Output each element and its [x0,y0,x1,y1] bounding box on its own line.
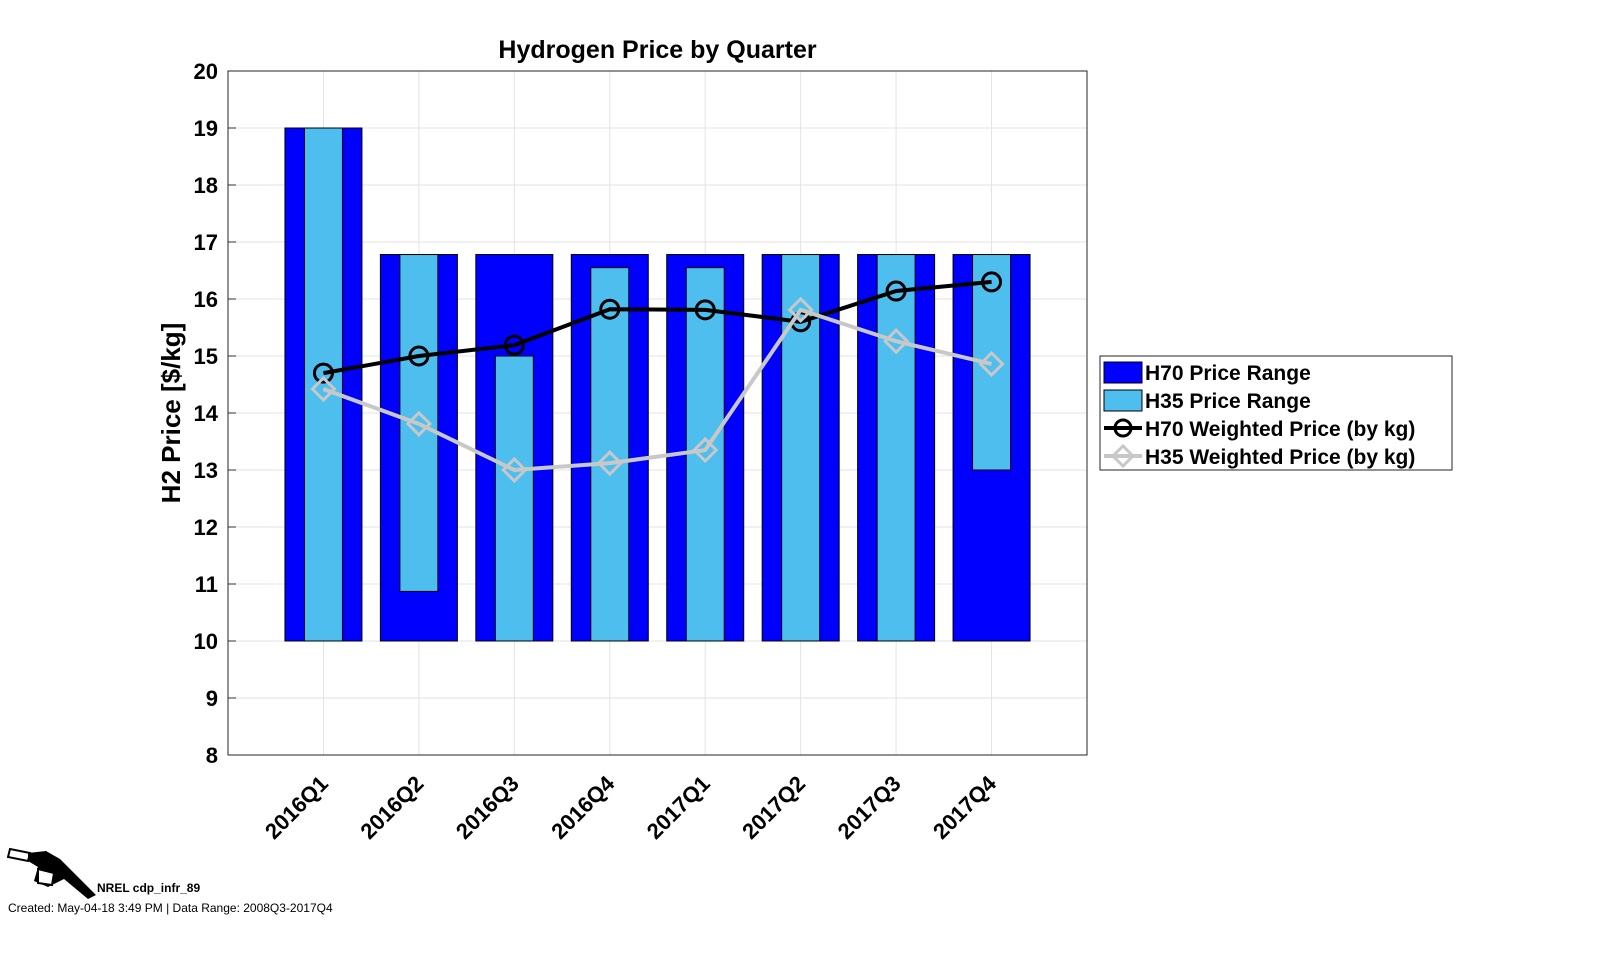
h70-weighted-line [323,279,992,376]
y-tick-label: 17 [194,230,218,255]
legend-swatch [1103,361,1143,384]
x-tick-label: 2016Q3 [451,771,524,844]
y-tick-label: 13 [194,458,218,483]
x-tick-label: 2016Q1 [260,771,333,844]
y-tick-label: 8 [206,743,218,768]
h70-weighted-point [408,345,430,367]
h35-range-bar [494,355,534,642]
x-tick-label: 2017Q4 [928,770,1002,844]
y-axis-label: H2 Price [$/kg] [156,323,186,504]
legend-label: H35 Weighted Price (by kg) [1145,446,1415,469]
x-tick-label: 2016Q4 [546,770,620,844]
h35-weighted-point [310,375,337,403]
x-tick-label: 2017Q1 [642,771,715,844]
fuel-nozzle-logo [6,847,96,899]
legend-label: H70 Weighted Price (by kg) [1145,418,1415,441]
h35-weighted-point [596,450,623,477]
y-tick-label: 20 [194,59,218,84]
y-tick-label: 11 [195,572,218,597]
legend-label: H70 Price Range [1145,362,1311,385]
h35-weighted-point [405,410,433,437]
plot-frame [227,70,1088,756]
h70-weighted-point [885,280,907,302]
h35-weighted-point [882,328,910,355]
h35-range-bar [876,254,916,642]
h70-weighted-point [981,271,1003,293]
h35-range-bar [685,267,725,642]
legend-swatch [1103,389,1143,412]
legend-label: H35 Price Range [1145,390,1311,413]
x-tick-label: 2017Q2 [737,771,810,844]
legend-marker-diamond [1110,443,1136,469]
h70-weighted-point [312,362,334,384]
h70-weighted-point [503,334,525,356]
h70-weighted-point [599,298,621,320]
chart-title: Hydrogen Price by Quarter [498,36,816,64]
y-tick-label: 18 [194,173,218,198]
h35-weighted-point [692,436,719,464]
footer-id: NREL cdp_infr_89 [97,881,201,895]
h35-weighted-point [978,350,1005,378]
h35-range-bar [303,127,343,642]
footer-created: Created: May-04-18 3:49 PM | Data Range:… [8,901,333,915]
legend-marker-circle [1113,418,1133,438]
legend [1099,355,1453,471]
y-tick-label: 19 [194,116,218,141]
h35-weighted-point [787,296,814,323]
h35-range-bar [590,267,630,642]
y-tick-label: 10 [194,629,218,654]
h35-weighted-line [322,307,993,473]
h70-weighted-point [694,299,716,321]
y-tick-label: 9 [206,686,218,711]
x-tick-label: 2016Q2 [355,771,428,844]
y-tick-label: 14 [194,401,219,426]
y-tick-label: 15 [194,344,218,369]
h35-weighted-point [501,456,528,484]
y-tick-label: 16 [194,287,218,312]
x-tick-label: 2017Q3 [833,771,906,844]
y-tick-label: 12 [194,515,218,540]
